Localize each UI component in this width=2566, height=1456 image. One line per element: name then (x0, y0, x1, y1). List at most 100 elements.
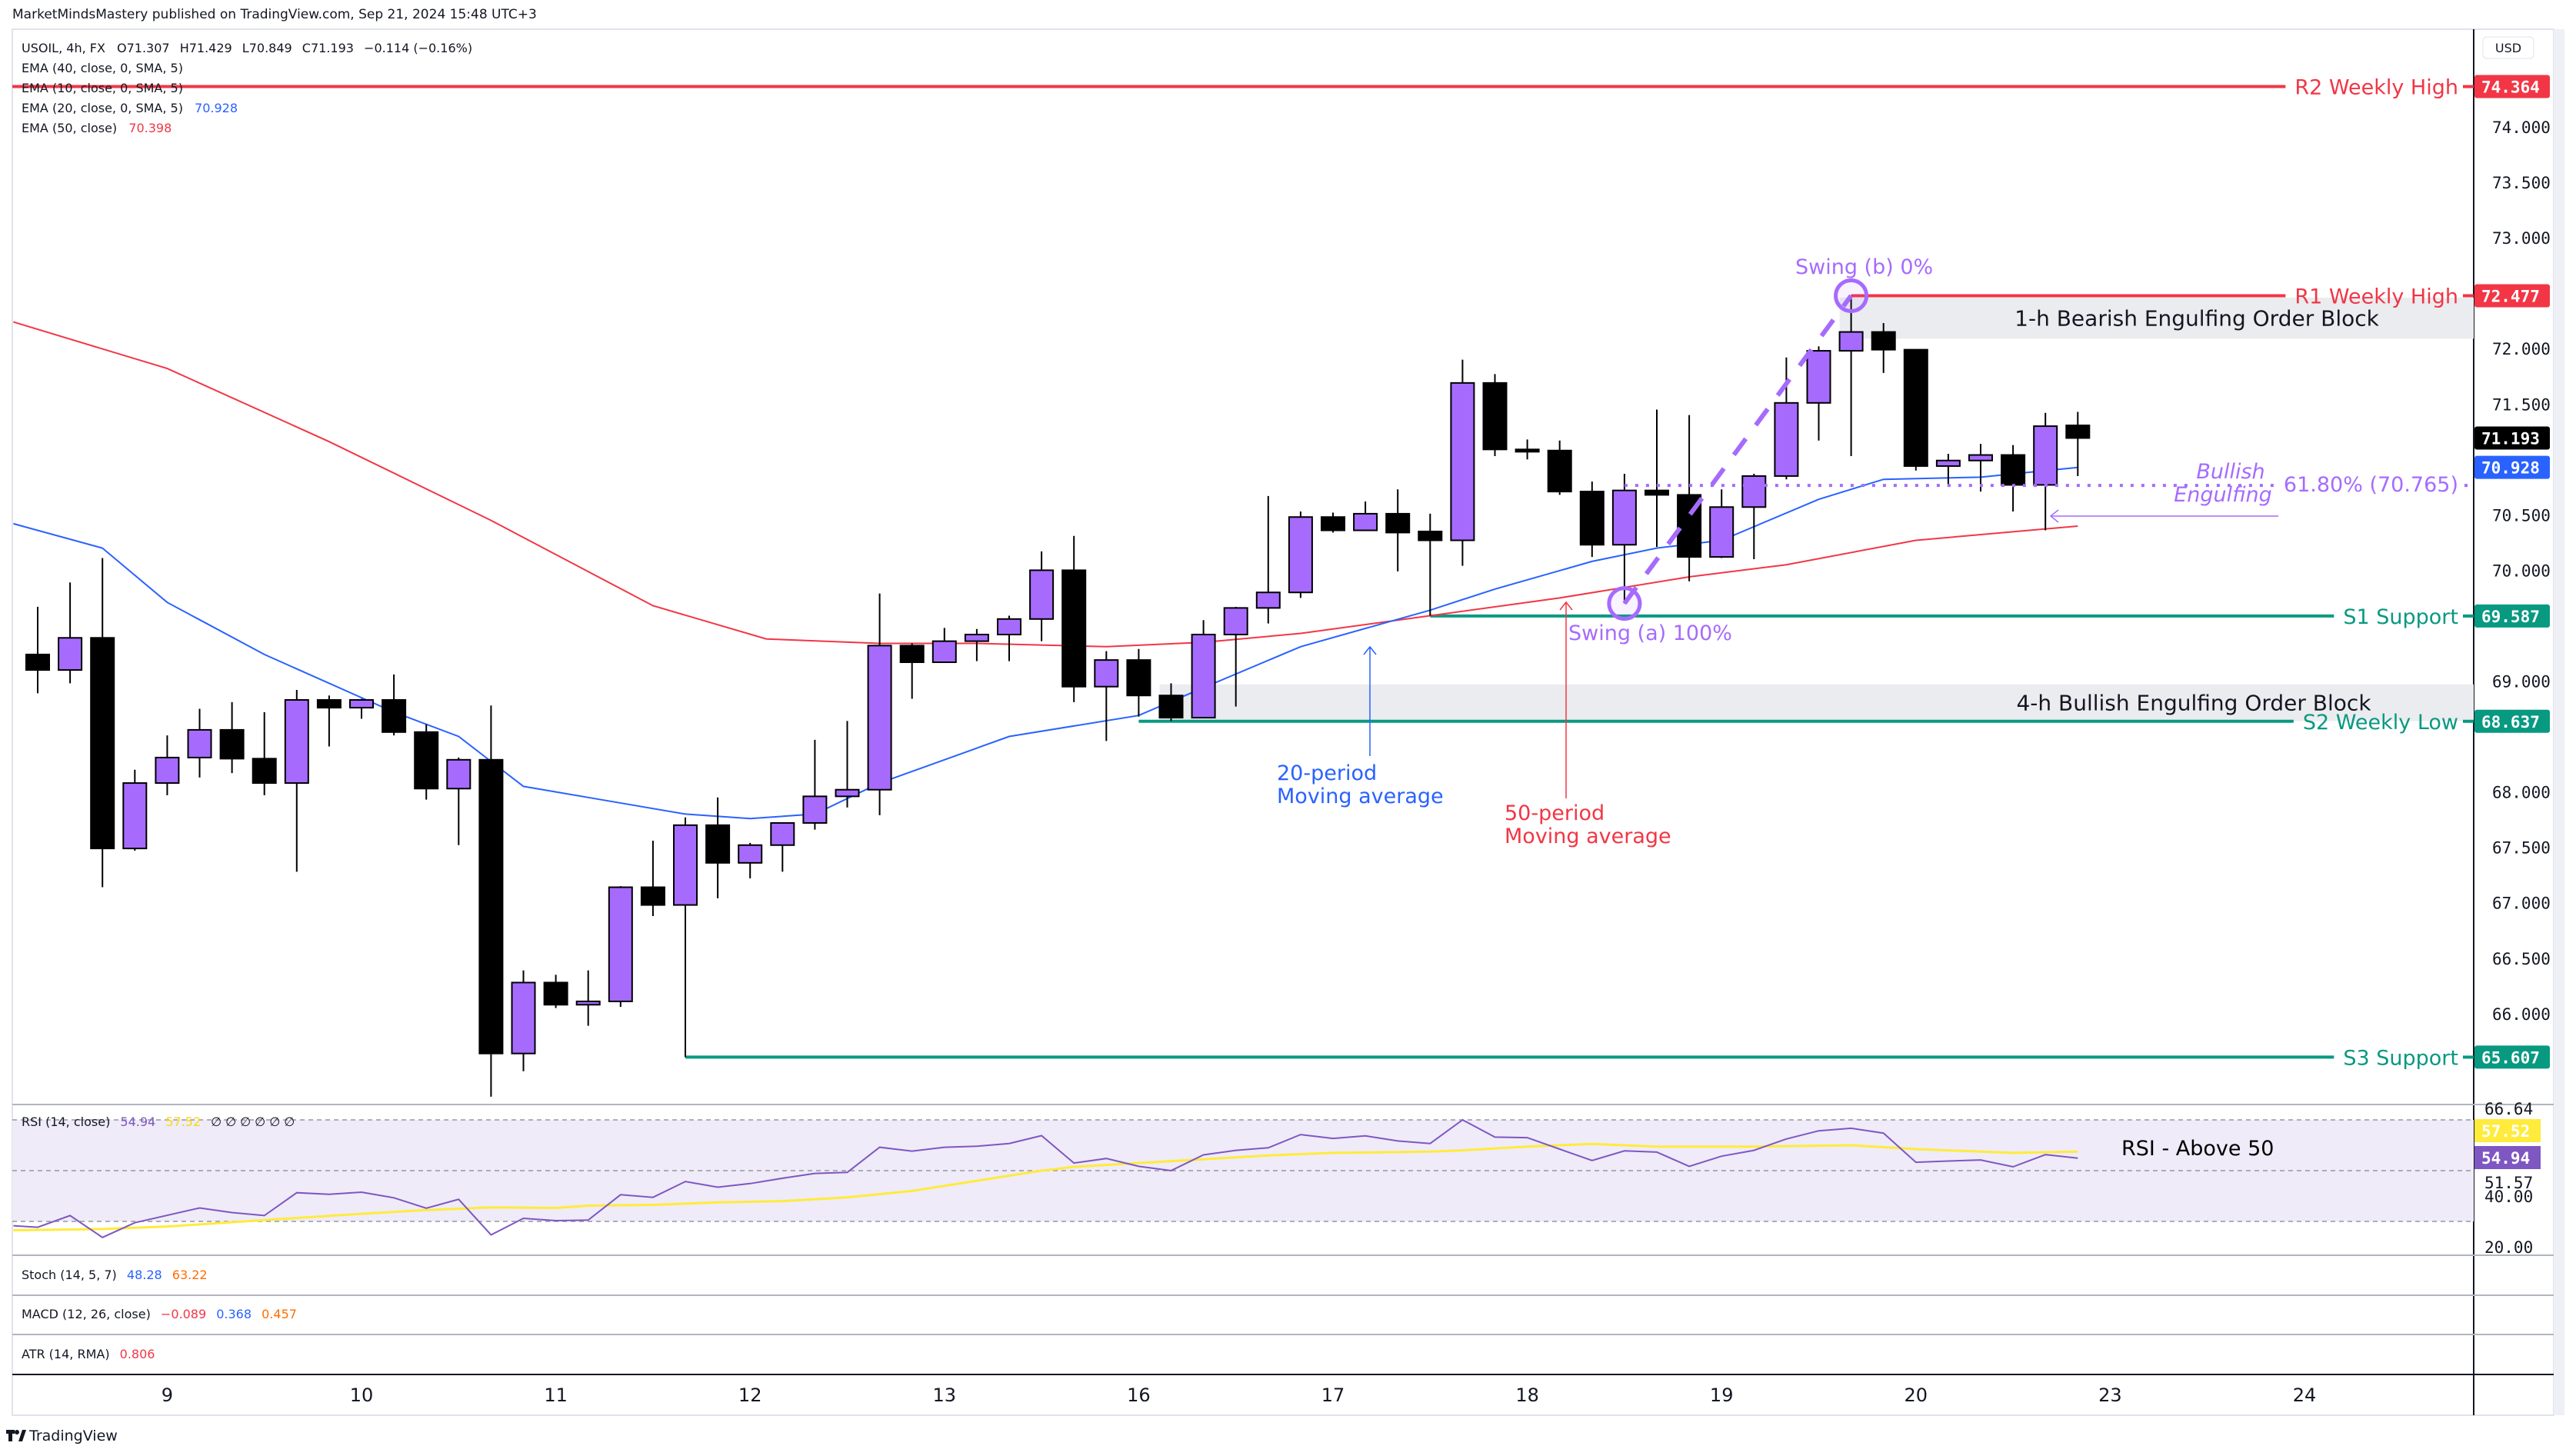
bearish-candle[interactable] (478, 705, 504, 1097)
bearish-candle[interactable] (252, 711, 277, 795)
bearish-candle[interactable] (1385, 489, 1411, 571)
bearish-candle[interactable] (705, 797, 731, 898)
bullish-candle[interactable] (1029, 551, 1055, 641)
price-axis[interactable]: 74.000 73.500 73.000 72.000 71.500 70.500 70.0… (2474, 75, 2551, 1069)
bearish-candle[interactable] (1547, 440, 1572, 495)
bullish-candle[interactable] (1709, 489, 1735, 558)
bearish-candle[interactable] (2065, 411, 2091, 477)
bullish-candle[interactable] (2033, 412, 2058, 531)
bullish-candle[interactable] (1353, 501, 1378, 531)
bearish-candle[interactable] (90, 558, 115, 888)
swing-a-circle[interactable] (1607, 586, 1642, 621)
bearish-candle[interactable] (1903, 348, 1928, 471)
time-label[interactable]: 11 (544, 1384, 568, 1406)
bearish-candle[interactable] (1482, 374, 1508, 456)
bearish-candle[interactable] (1871, 323, 1896, 373)
bullish-candle[interactable] (187, 708, 212, 778)
bullish-candle[interactable] (1774, 357, 1799, 480)
ema50-legend[interactable]: EMA (50, close) 70.398 (22, 121, 172, 135)
bullish-candle[interactable] (802, 739, 828, 830)
symbol-legend[interactable]: USOIL, 4h, FX O71.307 H71.429 L70.849 C7… (22, 41, 472, 135)
bullish-candle[interactable] (1223, 606, 1248, 707)
bearish-candle[interactable] (1061, 535, 1087, 702)
bearish-candle[interactable] (1645, 409, 1669, 548)
bullish-candle[interactable] (1191, 620, 1216, 719)
bullish-candle[interactable] (1838, 295, 1864, 456)
time-label[interactable]: 10 (350, 1384, 374, 1406)
time-label[interactable]: 9 (162, 1384, 173, 1406)
bullish-candle[interactable] (931, 628, 957, 664)
bullish-candle[interactable] (58, 582, 83, 684)
time-label[interactable]: 24 (2293, 1384, 2317, 1406)
bullish-candle[interactable] (446, 757, 472, 845)
bearish-candle[interactable] (414, 724, 439, 800)
bullish-candle[interactable] (1806, 346, 1831, 441)
bullish-candle[interactable] (1288, 511, 1313, 598)
ema10-legend[interactable]: EMA (10, close, 0, SMA, 5) (22, 81, 183, 95)
bearish-candle[interactable] (543, 975, 568, 1008)
price-badge: 68.637 (2474, 709, 2550, 733)
bullish-candle[interactable] (122, 769, 148, 851)
bullish-candle[interactable] (835, 721, 860, 808)
bearish-candle[interactable] (1158, 683, 1184, 721)
macd-legend[interactable]: MACD (12, 26, close) −0.089 0.368 0.457 (22, 1307, 297, 1321)
time-axis[interactable]: 9 10 11 12 13 16 17 18 19 20 23 24 (162, 1384, 2317, 1406)
bearish-candle[interactable] (382, 674, 407, 736)
candle-body (1709, 506, 1735, 558)
currency-button[interactable]: USD (2482, 36, 2534, 59)
ema40-legend[interactable]: EMA (40, close, 0, SMA, 5) (22, 61, 183, 75)
bearish-candle[interactable] (640, 841, 665, 916)
time-label[interactable]: 12 (738, 1384, 762, 1406)
bullish-candle[interactable] (575, 970, 601, 1026)
rsi-legend[interactable]: RSI (14, close) 54.94 57.52 ∅ ∅ ∅ ∅ ∅ ∅ (22, 1114, 295, 1129)
bearish-candle[interactable] (316, 695, 342, 747)
bearish-candle[interactable] (1677, 415, 1702, 581)
bullish-candle[interactable] (1255, 495, 1281, 624)
bullish-candle[interactable] (997, 615, 1021, 661)
candlestick-series[interactable] (25, 295, 2091, 1097)
time-label[interactable]: 13 (933, 1384, 957, 1406)
bearish-candle[interactable] (1418, 513, 1443, 616)
bullish-candle[interactable] (155, 735, 180, 795)
bullish-candle[interactable] (511, 970, 536, 1071)
time-label[interactable]: 23 (2098, 1384, 2122, 1406)
time-label[interactable]: 19 (1710, 1384, 1734, 1406)
time-label[interactable]: 20 (1905, 1384, 1928, 1406)
bullish-candle[interactable] (867, 593, 892, 815)
bullish-candle[interactable] (1450, 359, 1475, 566)
bullish-candle[interactable] (349, 698, 374, 719)
bullish-candle[interactable] (608, 886, 633, 1008)
bearish-candle[interactable] (219, 701, 245, 774)
bullish-candle[interactable] (964, 628, 989, 661)
bearish-candle[interactable] (899, 643, 925, 699)
ema20-legend[interactable]: EMA (20, close, 0, SMA, 5) 70.928 (22, 101, 238, 115)
time-label[interactable]: 18 (1515, 1384, 1539, 1406)
bullish-candle[interactable] (673, 817, 698, 1058)
bearish-candle[interactable] (2001, 445, 2026, 512)
bullish-candle[interactable] (1935, 454, 1961, 486)
swing-dashed-line[interactable] (1622, 294, 1854, 605)
time-label[interactable]: 16 (1127, 1384, 1151, 1406)
candle-body (705, 824, 731, 864)
bullish-candle[interactable] (770, 821, 795, 872)
bearish-candle[interactable] (1515, 439, 1540, 460)
bullish-candle[interactable] (1968, 444, 1993, 492)
tradingview-logo[interactable]: TradingView (6, 1428, 118, 1444)
bearish-candle[interactable] (25, 606, 50, 694)
bullish-candle[interactable] (1611, 474, 1637, 604)
candle-body (155, 756, 180, 785)
time-label[interactable]: 17 (1321, 1384, 1345, 1406)
right-scroll-strip[interactable] (2554, 29, 2564, 1415)
atr-legend[interactable]: ATR (14, RMA) 0.806 (22, 1347, 155, 1361)
bullish-candle[interactable] (1741, 474, 1767, 559)
bullish-candle[interactable] (1094, 651, 1119, 741)
stoch-legend[interactable]: Stoch (14, 5, 7) 48.28 63.22 (22, 1268, 208, 1282)
bearish-candle[interactable] (1579, 481, 1605, 558)
candle-body (1450, 381, 1475, 541)
swing-b-circle[interactable] (1834, 278, 1869, 313)
bullish-candle[interactable] (738, 842, 763, 878)
bearish-candle[interactable] (1126, 648, 1151, 717)
bearish-candle[interactable] (1321, 512, 1345, 533)
bullish-candle[interactable] (284, 690, 309, 872)
